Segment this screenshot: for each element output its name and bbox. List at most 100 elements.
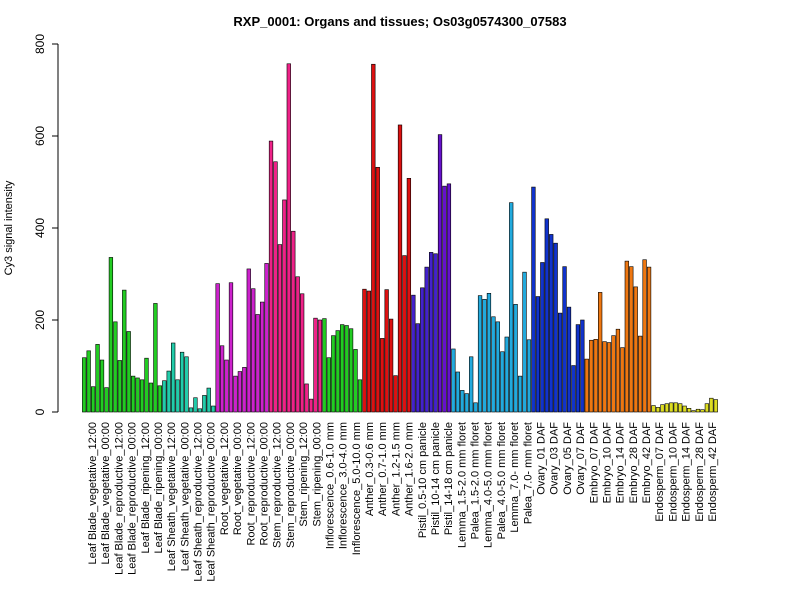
bar xyxy=(500,351,505,413)
bar xyxy=(188,407,194,413)
x-tick-label: Embryo_14 DAF xyxy=(615,422,627,504)
x-tick-label: Leaf Blade_reproductive_00:00 xyxy=(127,422,139,575)
bar xyxy=(562,266,567,413)
x-tick-label: Anther_1.2-1.5 mm xyxy=(390,422,402,516)
x-tick-label: Ovary_01 DAF xyxy=(536,422,548,495)
bar xyxy=(131,375,136,413)
bar xyxy=(122,289,127,413)
x-tick-label: Endosperm_10 DAF xyxy=(667,422,679,522)
bar xyxy=(420,287,425,413)
x-tick-label: Embryo_28 DAF xyxy=(628,422,640,504)
x-tick-label: Endosperm_07 DAF xyxy=(654,422,666,522)
bar xyxy=(277,244,283,413)
x-tick-label: Lemma_4.0-5.0 mm floret xyxy=(483,422,495,548)
x-tick-label: Endosperm_28 DAF xyxy=(694,422,706,522)
bar xyxy=(126,331,131,413)
bar xyxy=(86,350,91,413)
bar xyxy=(91,386,96,413)
x-tick-label: Leaf Sheath_vegetative_00:00 xyxy=(179,422,191,571)
bar xyxy=(402,255,407,413)
bar xyxy=(348,328,354,413)
x-tick-label: Stem_ripening_12:00 xyxy=(298,422,310,527)
y-tick-label: 0 xyxy=(33,408,47,415)
y-axis-label: Cy3 signal intensity xyxy=(3,180,15,275)
x-tick-label: Root_reproductive_00:00 xyxy=(258,422,270,546)
bar xyxy=(646,266,652,413)
bar xyxy=(544,218,549,413)
y-tick-label: 200 xyxy=(33,310,47,330)
x-tick-label: Pistil_0.5-10 cm panicle xyxy=(417,422,429,538)
bar xyxy=(691,410,696,413)
bar xyxy=(264,263,269,413)
x-tick-label: Leaf Blade_vegetative_12:00 xyxy=(87,422,99,565)
x-tick-label: Ovary_07 DAF xyxy=(575,422,587,495)
bar xyxy=(117,360,122,413)
bar xyxy=(624,260,629,413)
bar xyxy=(193,397,198,413)
bar xyxy=(157,385,162,413)
bar xyxy=(557,312,563,413)
y-tick-label: 400 xyxy=(33,218,47,238)
bar xyxy=(589,339,594,413)
bar xyxy=(526,339,532,413)
bar xyxy=(437,134,443,413)
bar xyxy=(473,402,478,413)
bar xyxy=(202,395,207,413)
x-tick-label: Palea_4.0-5.0 mm floret xyxy=(496,422,508,539)
bar xyxy=(611,335,616,413)
bar xyxy=(411,294,416,413)
bar xyxy=(291,230,296,413)
x-tick-label: Endosperm_14 DAF xyxy=(681,422,693,522)
bar xyxy=(362,288,367,413)
bar xyxy=(664,403,669,413)
bar xyxy=(215,283,220,413)
bar xyxy=(424,266,429,413)
x-tick-label: Anther_1.6-2.0 mm xyxy=(404,422,416,516)
bar xyxy=(602,341,607,413)
bar xyxy=(99,359,105,413)
bar xyxy=(233,375,238,413)
bar xyxy=(344,325,349,413)
x-tick-label: Pistil_10-14 cm panicle xyxy=(430,422,442,535)
bar xyxy=(206,387,211,413)
y-axis: 0 200 400 600 800 xyxy=(33,34,59,415)
bar xyxy=(384,289,389,413)
bar xyxy=(660,404,665,413)
bar xyxy=(397,124,403,413)
bar xyxy=(633,286,638,413)
bar xyxy=(331,335,336,413)
bar xyxy=(273,161,278,413)
bar xyxy=(682,405,687,413)
bar xyxy=(357,379,363,413)
bar xyxy=(171,342,176,413)
x-tick-label: Embryo_10 DAF xyxy=(601,422,613,504)
bar xyxy=(282,199,287,413)
bar xyxy=(513,304,518,413)
bar xyxy=(353,349,358,413)
bar xyxy=(678,403,683,413)
bar xyxy=(504,336,509,413)
bar xyxy=(139,379,145,413)
bar xyxy=(82,357,87,413)
bar xyxy=(300,293,305,413)
bar xyxy=(228,282,234,413)
bar xyxy=(166,370,171,413)
bar xyxy=(651,405,656,413)
bar xyxy=(144,357,149,413)
bar xyxy=(197,408,202,413)
x-tick-label: Pistil_14-18 cm panicle xyxy=(443,422,455,535)
bar xyxy=(495,321,500,413)
bar xyxy=(593,339,598,413)
bar xyxy=(251,288,256,413)
bar xyxy=(322,318,327,413)
bar xyxy=(415,323,420,413)
bar xyxy=(709,397,714,413)
x-tick-label: Leaf Blade_ripening_12:00 xyxy=(140,422,152,554)
bar xyxy=(549,234,554,413)
bar xyxy=(148,382,154,413)
bar xyxy=(575,324,581,413)
bar xyxy=(482,298,487,413)
bar xyxy=(442,185,447,413)
bar xyxy=(433,253,438,413)
bar xyxy=(295,276,300,413)
